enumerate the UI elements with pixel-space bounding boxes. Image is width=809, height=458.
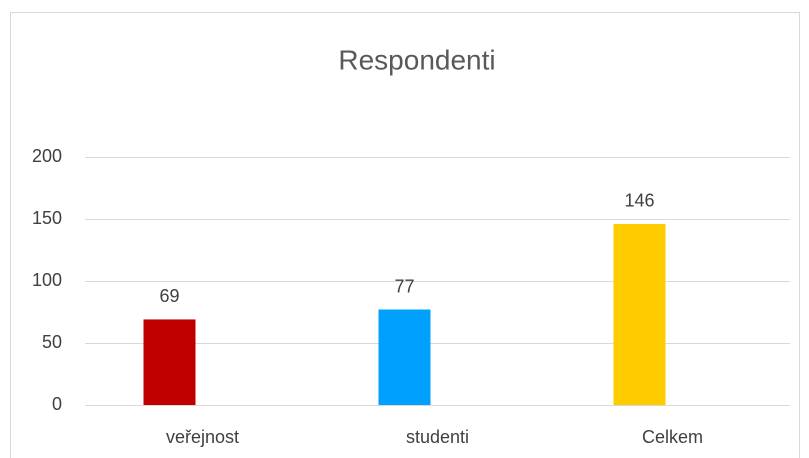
chart-title: Respondenti <box>338 44 495 75</box>
bar <box>143 319 196 405</box>
bar <box>378 309 431 405</box>
y-tick-label: 200 <box>32 146 62 166</box>
bar <box>613 223 666 405</box>
x-tick-label: studenti <box>406 427 469 447</box>
y-tick-label: 0 <box>52 394 62 414</box>
data-label: 77 <box>394 276 414 296</box>
x-tick-label: veřejnost <box>166 427 239 447</box>
y-tick-label: 150 <box>32 208 62 228</box>
x-tick-label: Celkem <box>642 427 703 447</box>
y-tick-label: 100 <box>32 270 62 290</box>
y-tick-label: 50 <box>42 332 62 352</box>
data-label: 146 <box>624 191 654 211</box>
data-label: 69 <box>159 286 179 306</box>
